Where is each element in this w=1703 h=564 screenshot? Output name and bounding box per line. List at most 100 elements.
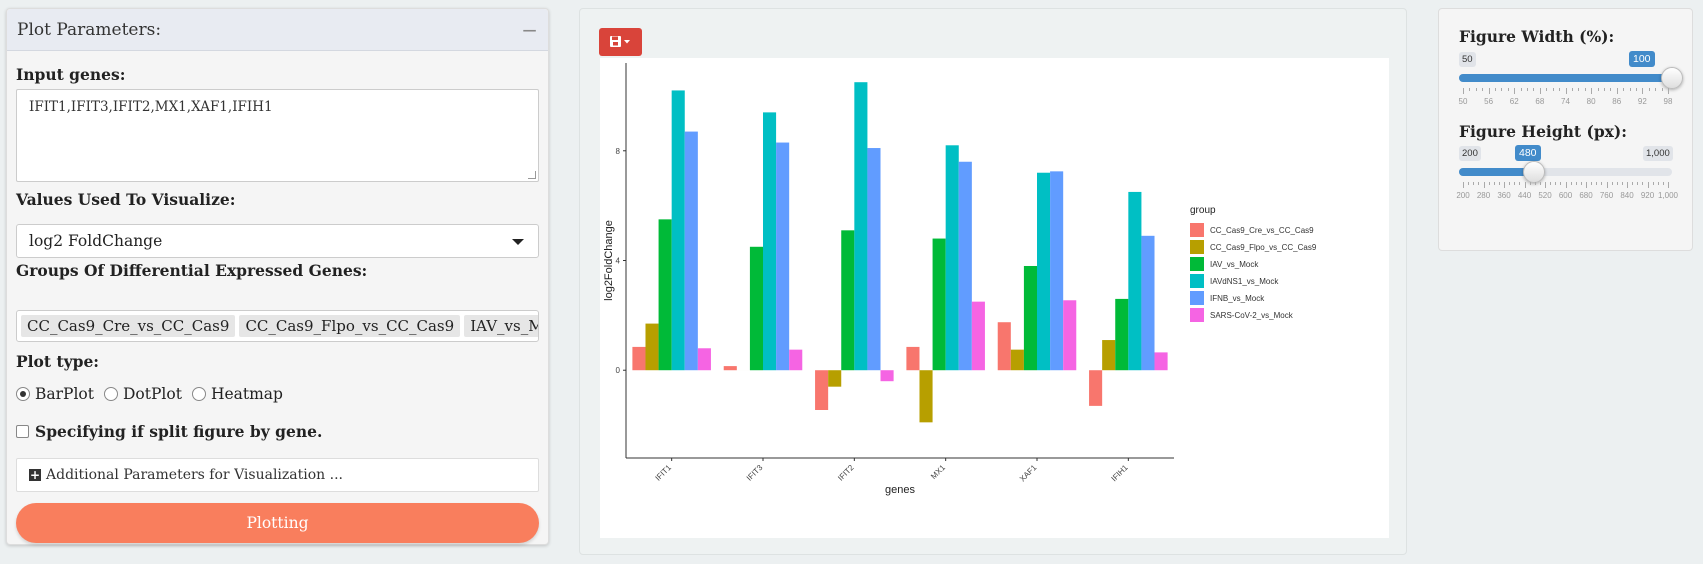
- save-dropdown-button[interactable]: [599, 28, 642, 56]
- slider-tick: [1661, 88, 1663, 91]
- bar: [945, 145, 959, 371]
- width-slider-handle[interactable]: [1661, 67, 1683, 89]
- slider-tick: [1488, 88, 1490, 94]
- minus-icon[interactable]: −: [521, 17, 538, 42]
- bar: [763, 112, 777, 371]
- height-max-label: 1,000: [1643, 146, 1673, 161]
- slider-tick-label: 200: [1456, 191, 1470, 200]
- slider-tick: [1586, 182, 1587, 188]
- resize-grip-icon[interactable]: [528, 171, 536, 179]
- figure-height-label: Figure Height (px):: [1459, 122, 1627, 141]
- slider-tick-label: 86: [1612, 97, 1622, 106]
- slider-tick: [1498, 182, 1500, 185]
- legend-label: IAVdNS1_vs_Mock: [1210, 277, 1279, 286]
- bar: [658, 219, 672, 371]
- caret-down-icon: [512, 239, 524, 245]
- panel-title: Plot Parameters:: [17, 19, 162, 40]
- width-slider-fill: [1459, 74, 1672, 82]
- slider-tick: [1482, 88, 1484, 91]
- legend-label: CC_Cas9_Flpo_vs_CC_Cas9: [1210, 243, 1317, 252]
- slider-tick: [1611, 182, 1613, 185]
- x-tick-label: IFIT3: [745, 463, 765, 483]
- slider-tick: [1560, 182, 1562, 185]
- slider-tick-label: 920: [1640, 191, 1655, 200]
- slider-tick: [1565, 182, 1567, 188]
- slider-tick-label: 68: [1535, 97, 1545, 106]
- group-tag[interactable]: CC_Cas9_Flpo_vs_CC_Cas9: [239, 315, 461, 337]
- x-tick-label: IFIT1: [654, 463, 674, 483]
- slider-tick: [1616, 182, 1618, 185]
- slider-tick: [1629, 88, 1631, 91]
- y-tick-label: 4: [616, 257, 621, 266]
- height-slider-handle[interactable]: [1522, 161, 1545, 183]
- slider-tick: [1637, 182, 1639, 185]
- group-tag[interactable]: IAV_vs_Mock: [464, 315, 538, 337]
- radio-dotplot[interactable]: DotPlot: [104, 385, 182, 403]
- bar: [776, 142, 790, 371]
- slider-tick: [1642, 88, 1644, 94]
- radio-button[interactable]: [191, 387, 206, 401]
- slider-tick: [1473, 182, 1475, 185]
- height-slider-track[interactable]: [1459, 168, 1672, 176]
- slider-tick: [1662, 182, 1664, 185]
- slider-tick: [1463, 88, 1464, 94]
- slider-tick: [1623, 88, 1625, 91]
- slider-tick: [1507, 88, 1509, 91]
- values-select[interactable]: log2 FoldChange: [16, 224, 539, 258]
- bar: [1023, 265, 1037, 371]
- radio-barplot[interactable]: BarPlot: [16, 385, 94, 403]
- slider-tick: [1546, 88, 1548, 91]
- slider-tick: [1468, 182, 1470, 185]
- slider-tick-label: 360: [1497, 191, 1511, 200]
- legend-swatch: [1190, 291, 1204, 305]
- bar: [1102, 340, 1116, 371]
- slider-tick: [1529, 182, 1531, 185]
- slider-tick: [1657, 182, 1659, 185]
- bar: [906, 346, 920, 371]
- bar: [1141, 235, 1155, 371]
- bar: [1063, 300, 1077, 371]
- radio-heatmap[interactable]: Heatmap: [191, 385, 283, 403]
- bar: [867, 148, 881, 371]
- height-min-label: 200: [1459, 146, 1481, 161]
- radio-button[interactable]: [16, 387, 30, 401]
- slider-tick: [1559, 88, 1561, 91]
- slider-tick: [1539, 182, 1541, 185]
- legend-swatch: [1190, 308, 1204, 322]
- width-min-label: 50: [1459, 52, 1476, 67]
- bar: [815, 370, 829, 410]
- slider-tick: [1601, 182, 1603, 185]
- plot-type-label: Plot type:: [16, 352, 100, 371]
- legend-swatch: [1190, 257, 1204, 271]
- height-slider-ticks: 200 280 360 440 520 600 680 760 840 920 1,000: [1456, 182, 1678, 204]
- bar: [828, 370, 842, 387]
- split-checkbox[interactable]: [16, 425, 29, 438]
- x-tick-label: IFIT2: [836, 463, 856, 483]
- slider-tick: [1539, 88, 1541, 94]
- additional-parameters-toggle[interactable]: + Additional Parameters for Visualizatio…: [16, 458, 539, 492]
- plotting-button[interactable]: Plotting: [16, 503, 539, 543]
- split-checkbox-row[interactable]: Specifying if split figure by gene.: [16, 422, 322, 441]
- input-genes-textarea[interactable]: IFIT1,IFIT3,IFIT2,MX1,XAF1,IFIH1: [16, 89, 539, 182]
- groups-multiselect[interactable]: CC_Cas9_Cre_vs_CC_Cas9 CC_Cas9_Flpo_vs_C…: [16, 310, 539, 342]
- slider-tick: [1580, 182, 1582, 185]
- bar: [632, 346, 646, 371]
- additional-label: Additional Parameters for Visualization …: [46, 467, 343, 483]
- slider-tick: [1469, 88, 1471, 91]
- bar: [749, 246, 763, 371]
- group-tag[interactable]: CC_Cas9_Cre_vs_CC_Cas9: [21, 315, 236, 337]
- slider-tick: [1565, 88, 1567, 94]
- x-tick-label: MX1: [929, 463, 947, 481]
- slider-tick: [1545, 182, 1546, 188]
- bar: [671, 90, 685, 371]
- width-slider-ticks: 50 56 62 68 74 80 86 92 98: [1459, 88, 1672, 110]
- slider-tick-label: 840: [1620, 191, 1634, 200]
- save-icon: [609, 36, 630, 47]
- slider-tick: [1606, 182, 1608, 188]
- radio-label: BarPlot: [35, 385, 94, 403]
- bar: [1010, 349, 1024, 371]
- radio-button[interactable]: [104, 387, 118, 401]
- input-genes-label: Input genes:: [16, 65, 126, 84]
- slider-tick: [1668, 182, 1669, 188]
- x-axis-title: genes: [885, 484, 915, 496]
